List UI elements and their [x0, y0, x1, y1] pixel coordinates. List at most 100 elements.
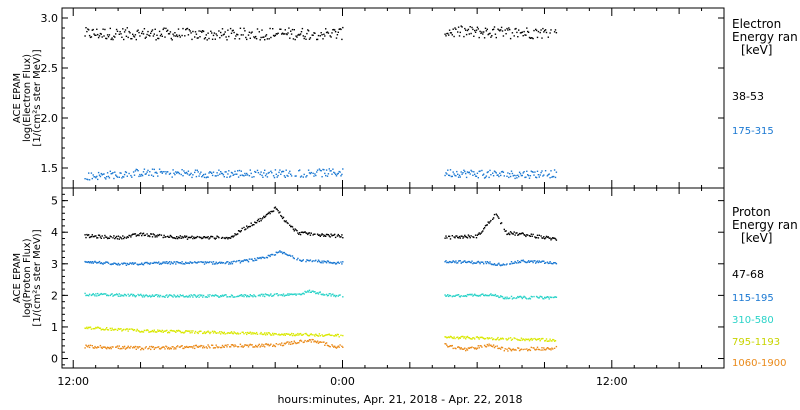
data-point: [246, 344, 249, 346]
data-point: [474, 347, 477, 349]
data-point: [144, 347, 146, 349]
data-point: [467, 347, 470, 349]
data-point: [292, 38, 295, 40]
data-point: [241, 331, 243, 333]
data-point: [485, 224, 488, 226]
data-point: [105, 347, 107, 349]
data-point: [268, 211, 270, 213]
data-point: [544, 296, 546, 299]
data-point: [458, 295, 461, 298]
data-point: [175, 171, 177, 173]
data-point: [281, 294, 284, 297]
data-point: [290, 225, 293, 228]
data-point: [451, 34, 453, 36]
data-point: [265, 332, 268, 334]
data-point: [216, 34, 218, 37]
data-point: [235, 332, 237, 335]
data-point: [226, 332, 228, 335]
data-point: [466, 293, 469, 296]
data-point: [167, 262, 169, 265]
data-point: [516, 177, 518, 179]
data-point: [488, 262, 490, 265]
data-point: [497, 216, 499, 218]
data-point: [223, 346, 225, 348]
data-point: [448, 261, 450, 264]
data-point: [141, 347, 143, 350]
data-point: [310, 171, 312, 174]
data-point: [342, 261, 344, 263]
data-point: [213, 32, 216, 34]
data-point: [522, 172, 524, 174]
data-point: [152, 262, 155, 264]
data-point: [448, 235, 451, 238]
data-point: [106, 294, 108, 297]
data-point: [312, 172, 314, 174]
data-point: [267, 254, 269, 257]
data-point: [328, 168, 330, 170]
data-point: [94, 260, 96, 263]
data-point: [547, 36, 549, 38]
data-point: [119, 172, 121, 174]
data-point: [239, 262, 242, 264]
data-point: [447, 169, 449, 171]
data-point: [117, 262, 120, 265]
data-point: [174, 237, 176, 239]
data-point: [552, 175, 554, 178]
data-point: [288, 294, 290, 296]
data-point: [194, 237, 196, 240]
data-point: [273, 332, 276, 335]
data-point: [555, 263, 558, 265]
data-point: [321, 34, 323, 36]
data-point: [314, 335, 316, 337]
data-point: [99, 262, 102, 265]
data-point: [261, 174, 263, 177]
data-point: [481, 31, 483, 33]
data-point: [181, 34, 183, 37]
data-point: [307, 340, 309, 342]
data-point: [482, 261, 484, 263]
data-point: [517, 295, 519, 298]
data-point: [94, 295, 96, 297]
data-point: [446, 237, 448, 239]
data-point: [335, 347, 338, 349]
data-point: [501, 346, 504, 349]
data-point: [264, 169, 266, 171]
data-point: [239, 294, 242, 297]
data-point: [299, 259, 301, 261]
data-point: [206, 261, 208, 263]
data-point: [150, 30, 153, 33]
data-point: [555, 345, 558, 348]
data-point: [489, 294, 491, 296]
data-point: [483, 263, 485, 265]
data-point: [93, 261, 95, 263]
data-point: [342, 334, 344, 337]
data-point: [320, 341, 322, 343]
data-point: [185, 172, 187, 174]
data-point: [326, 175, 329, 177]
data-point: [186, 173, 189, 175]
data-point: [84, 260, 86, 263]
data-point: [260, 293, 262, 296]
data-point: [249, 37, 251, 39]
data-point: [238, 230, 241, 232]
data-point: [263, 36, 265, 38]
data-point: [109, 235, 111, 237]
data-point: [495, 36, 497, 39]
data-point: [178, 296, 181, 298]
data-point: [483, 228, 485, 230]
data-point: [202, 345, 205, 347]
data-point: [282, 344, 285, 347]
data-point: [267, 343, 269, 346]
data-point: [104, 262, 106, 264]
data-point: [498, 29, 500, 31]
data-point: [529, 349, 532, 352]
data-point: [529, 175, 532, 177]
data-point: [322, 293, 324, 295]
data-point: [175, 237, 177, 240]
data-point: [130, 262, 132, 264]
data-point: [299, 34, 301, 36]
data-point: [253, 294, 255, 296]
data-point: [214, 175, 216, 177]
data-point: [233, 31, 235, 34]
data-point: [149, 235, 151, 238]
